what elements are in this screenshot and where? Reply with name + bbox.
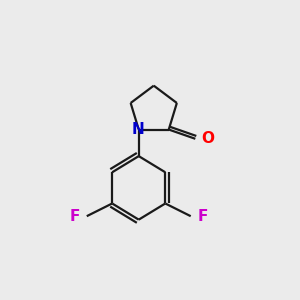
- Text: F: F: [197, 209, 208, 224]
- Text: O: O: [201, 131, 214, 146]
- Text: N: N: [131, 122, 144, 137]
- Text: F: F: [70, 209, 80, 224]
